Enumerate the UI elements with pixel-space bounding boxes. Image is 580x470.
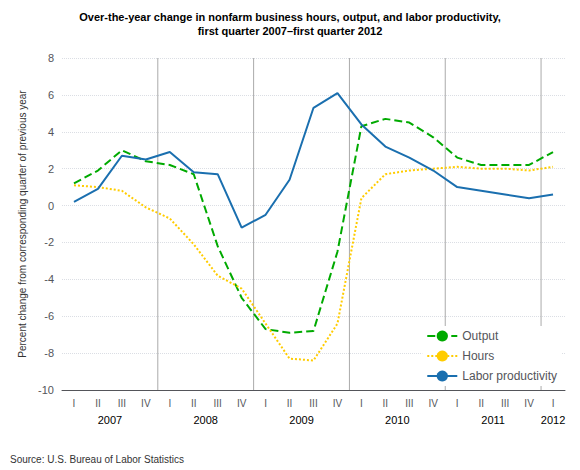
svg-text:II: II: [95, 398, 101, 409]
svg-text:2010: 2010: [385, 414, 409, 426]
svg-text:-2: -2: [44, 236, 54, 248]
svg-text:IV: IV: [429, 398, 439, 409]
svg-text:I: I: [73, 398, 76, 409]
svg-text:Labor productivity: Labor productivity: [462, 369, 557, 383]
svg-text:I: I: [456, 398, 459, 409]
svg-text:II: II: [383, 398, 389, 409]
svg-text:III: III: [214, 398, 222, 409]
svg-text:I: I: [552, 398, 555, 409]
svg-text:0: 0: [48, 200, 54, 212]
svg-text:I: I: [168, 398, 171, 409]
svg-text:IV: IV: [141, 398, 151, 409]
svg-text:Hours: Hours: [462, 349, 494, 363]
svg-text:IV: IV: [333, 398, 343, 409]
svg-text:II: II: [478, 398, 484, 409]
svg-text:I: I: [264, 398, 267, 409]
svg-text:IV: IV: [524, 398, 534, 409]
svg-text:2007: 2007: [98, 414, 122, 426]
svg-text:III: III: [118, 398, 126, 409]
svg-text:Percent change from correspond: Percent change from corresponding quarte…: [17, 90, 28, 358]
svg-text:II: II: [287, 398, 293, 409]
svg-text:Over-the-year change in nonfar: Over-the-year change in nonfarm business…: [79, 11, 501, 23]
svg-text:II: II: [191, 398, 197, 409]
svg-text:I: I: [360, 398, 363, 409]
svg-text:-6: -6: [44, 310, 54, 322]
svg-text:2012: 2012: [541, 414, 565, 426]
svg-text:-4: -4: [44, 273, 54, 285]
svg-text:2011: 2011: [481, 414, 505, 426]
svg-text:III: III: [309, 398, 317, 409]
svg-text:8: 8: [48, 52, 54, 64]
svg-text:III: III: [501, 398, 509, 409]
svg-text:IV: IV: [237, 398, 247, 409]
svg-text:2008: 2008: [193, 414, 217, 426]
svg-text:2: 2: [48, 163, 54, 175]
svg-text:first quarter 2007–first quart: first quarter 2007–first quarter 2012: [198, 25, 383, 37]
svg-text:Output: Output: [462, 329, 499, 343]
svg-text:-8: -8: [44, 347, 54, 359]
svg-text:III: III: [405, 398, 413, 409]
svg-text:2009: 2009: [289, 414, 313, 426]
svg-text:4: 4: [48, 126, 54, 138]
svg-text:-10: -10: [38, 384, 54, 396]
svg-text:6: 6: [48, 89, 54, 101]
svg-text:Source: U.S. Bureau of Labor S: Source: U.S. Bureau of Labor Statistics: [10, 454, 184, 465]
